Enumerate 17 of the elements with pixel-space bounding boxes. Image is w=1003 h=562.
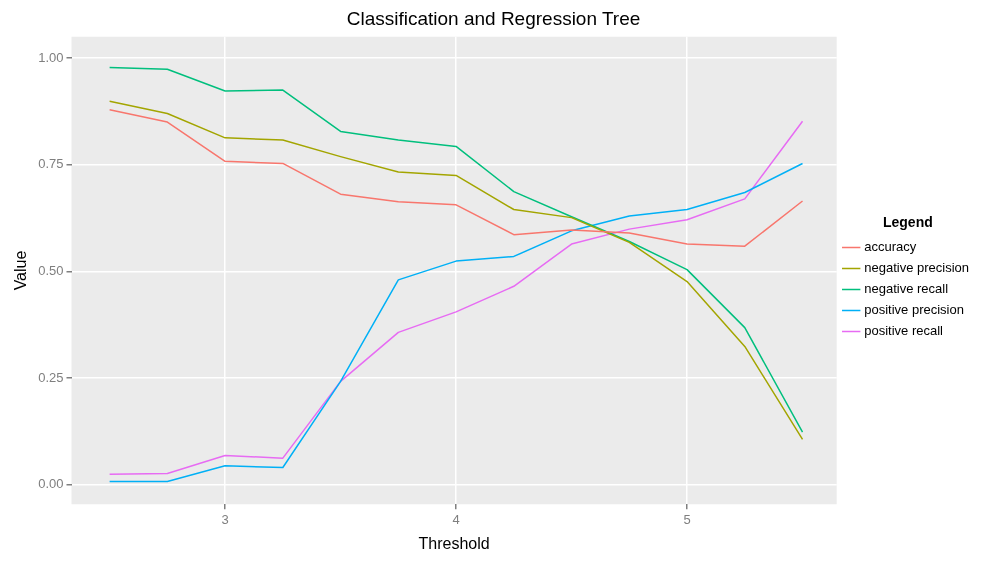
y-tick-label: 1.00 [38,49,64,65]
legend-title: Legend [882,213,933,230]
legend-label: accuracy [864,238,917,254]
x-tick-label: 4 [452,511,460,527]
y-tick-label: 0.50 [38,262,64,278]
x-axis-title: Threshold [418,534,490,552]
y-tick-label: 0.00 [38,476,64,492]
legend-label: negative recall [864,280,949,296]
legend-label: positive recall [864,322,944,338]
legend-label: negative precision [864,259,970,275]
y-axis-title: Value [12,250,30,291]
legend-label: positive precision [864,301,964,317]
y-tick-label: 0.75 [38,156,64,172]
x-tick-label: 5 [683,511,691,527]
y-tick-label: 0.25 [38,369,64,385]
chart-title: Classification and Regression Tree [346,7,641,29]
x-tick-label: 3 [221,511,229,527]
